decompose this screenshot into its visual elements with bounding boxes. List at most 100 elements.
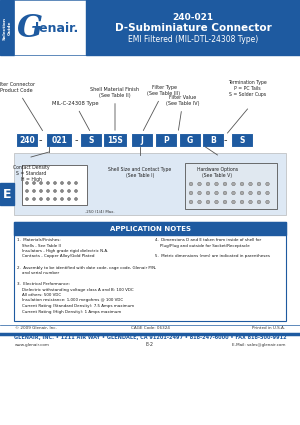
Text: EMI Filtered (MIL-DTL-24308 Type): EMI Filtered (MIL-DTL-24308 Type) <box>128 34 258 43</box>
Circle shape <box>206 200 210 204</box>
Text: APPLICATION NOTES: APPLICATION NOTES <box>110 226 190 232</box>
Circle shape <box>53 198 56 201</box>
Text: © 2009 Glenair, Inc.: © 2009 Glenair, Inc. <box>15 326 57 330</box>
Text: Filter Type
(See Table III): Filter Type (See Table III) <box>143 85 181 130</box>
Bar <box>185 163 277 209</box>
Text: Shell Size and Contact Type
(See Table I): Shell Size and Contact Type (See Table I… <box>108 167 172 178</box>
Circle shape <box>223 200 227 204</box>
Circle shape <box>266 182 269 186</box>
Circle shape <box>74 181 77 184</box>
FancyBboxPatch shape <box>179 133 201 147</box>
Text: Hardware Options
(See Table V): Hardware Options (See Table V) <box>197 167 238 178</box>
Text: lenair.: lenair. <box>35 22 79 34</box>
Circle shape <box>40 181 43 184</box>
Circle shape <box>32 198 35 201</box>
Circle shape <box>240 191 244 195</box>
Circle shape <box>61 190 64 193</box>
Circle shape <box>198 182 201 186</box>
Circle shape <box>61 181 64 184</box>
Circle shape <box>198 191 201 195</box>
Bar <box>86 0 300 55</box>
Text: Selection
Guide: Selection Guide <box>2 17 12 40</box>
Circle shape <box>232 200 235 204</box>
Circle shape <box>68 190 70 193</box>
Circle shape <box>189 191 193 195</box>
Text: Termination Type
P = PC Tails
S = Solder Cups: Termination Type P = PC Tails S = Solder… <box>228 80 267 97</box>
Text: -: - <box>39 135 42 145</box>
Bar <box>14 222 286 321</box>
Text: J: J <box>141 136 143 144</box>
Circle shape <box>26 190 29 193</box>
Text: S: S <box>239 136 245 144</box>
Circle shape <box>232 182 235 186</box>
Circle shape <box>249 182 252 186</box>
Circle shape <box>257 200 261 204</box>
Circle shape <box>232 191 235 195</box>
Circle shape <box>257 182 261 186</box>
Text: D-Subminiature Connector: D-Subminiature Connector <box>115 23 272 33</box>
Text: www.glenair.com: www.glenair.com <box>15 343 50 347</box>
Circle shape <box>74 198 77 201</box>
Circle shape <box>240 200 244 204</box>
Circle shape <box>266 191 269 195</box>
Text: 240: 240 <box>19 136 35 144</box>
Circle shape <box>257 191 261 195</box>
Circle shape <box>40 198 43 201</box>
Text: -: - <box>223 135 227 145</box>
Circle shape <box>32 190 35 193</box>
Circle shape <box>46 181 50 184</box>
Bar <box>0 0 14 55</box>
Text: Printed in U.S.A.: Printed in U.S.A. <box>252 326 285 330</box>
Circle shape <box>40 190 43 193</box>
Text: E-2: E-2 <box>146 343 154 348</box>
Text: E-Mail: sales@glenair.com: E-Mail: sales@glenair.com <box>232 343 285 347</box>
Text: Filter Value
(See Table IV): Filter Value (See Table IV) <box>166 95 200 130</box>
Text: -: - <box>74 135 78 145</box>
Circle shape <box>189 200 193 204</box>
Circle shape <box>215 182 218 186</box>
Circle shape <box>249 200 252 204</box>
Text: E: E <box>3 187 11 201</box>
Text: 1.  Materials/Finishes:
    Shells - See Table II
    Insulators - High grade ri: 1. Materials/Finishes: Shells - See Tabl… <box>17 238 156 314</box>
Circle shape <box>223 191 227 195</box>
Circle shape <box>189 182 193 186</box>
Bar <box>14 0 86 55</box>
Text: CAGE Code: 06324: CAGE Code: 06324 <box>130 326 170 330</box>
Circle shape <box>206 191 210 195</box>
Circle shape <box>206 182 210 186</box>
Circle shape <box>74 190 77 193</box>
Text: S: S <box>88 136 94 144</box>
Circle shape <box>249 191 252 195</box>
Text: B: B <box>210 136 216 144</box>
Circle shape <box>68 198 70 201</box>
Circle shape <box>68 181 70 184</box>
Circle shape <box>26 181 29 184</box>
Circle shape <box>46 198 50 201</box>
FancyBboxPatch shape <box>131 133 153 147</box>
FancyBboxPatch shape <box>155 133 177 147</box>
Bar <box>22 165 87 205</box>
Circle shape <box>215 191 218 195</box>
Circle shape <box>198 200 201 204</box>
Circle shape <box>53 181 56 184</box>
Text: 15S: 15S <box>107 136 123 144</box>
FancyBboxPatch shape <box>16 133 38 147</box>
Text: Filter Connector
Product Code: Filter Connector Product Code <box>0 82 43 130</box>
FancyBboxPatch shape <box>202 133 224 147</box>
Text: Shell Material Finish
(See Table II): Shell Material Finish (See Table II) <box>91 87 140 130</box>
Text: .250 (1/4) Max.: .250 (1/4) Max. <box>85 210 115 214</box>
Circle shape <box>26 198 29 201</box>
Bar <box>0 183 14 205</box>
Bar <box>14 222 286 235</box>
Text: GLENAIR, INC. • 1211 AIR WAY • GLENDALE, CA 91201-2497 • 818-247-6000 • FAX 818-: GLENAIR, INC. • 1211 AIR WAY • GLENDALE,… <box>14 334 286 340</box>
Text: P: P <box>163 136 169 144</box>
Circle shape <box>215 200 218 204</box>
FancyBboxPatch shape <box>103 133 127 147</box>
Text: Contact Density
S = Standard
H = High: Contact Density S = Standard H = High <box>13 165 49 181</box>
Text: 240-021: 240-021 <box>172 12 214 22</box>
Circle shape <box>223 182 227 186</box>
Text: G: G <box>187 136 193 144</box>
Bar <box>14 153 286 215</box>
FancyBboxPatch shape <box>231 133 253 147</box>
Circle shape <box>53 190 56 193</box>
